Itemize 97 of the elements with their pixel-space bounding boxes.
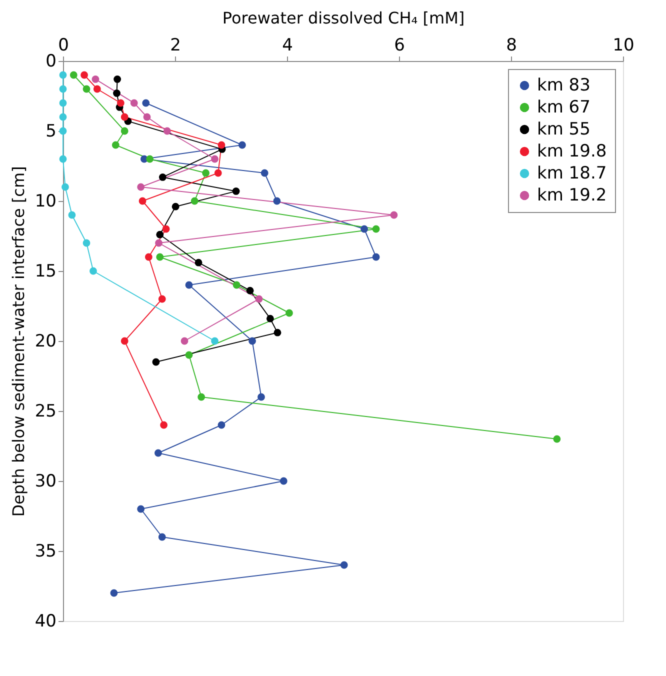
point [82, 239, 90, 247]
point [180, 337, 188, 345]
point [211, 155, 218, 163]
point [158, 174, 166, 181]
point [152, 358, 160, 366]
point [82, 85, 90, 93]
x-tick-label: 6 [394, 36, 405, 56]
point [114, 76, 122, 83]
point [70, 71, 78, 79]
point [172, 202, 180, 210]
point [113, 90, 120, 97]
point [158, 295, 166, 303]
point [59, 71, 67, 79]
point [160, 421, 168, 429]
point [59, 113, 67, 121]
point [110, 589, 118, 597]
point [142, 99, 150, 107]
x-tick-label: 0 [58, 36, 69, 56]
point [137, 183, 145, 191]
legend-label: km 83 [537, 76, 590, 96]
point [80, 71, 88, 79]
y-tick-label: 0 [46, 52, 56, 72]
point [156, 230, 164, 238]
point [120, 127, 128, 135]
point [232, 188, 240, 195]
point [143, 113, 151, 121]
legend-label: km 19.8 [537, 142, 607, 162]
point [155, 239, 162, 247]
point [146, 155, 154, 163]
point [248, 337, 256, 345]
point [255, 295, 263, 303]
point [372, 253, 380, 261]
y-tick-label: 30 [34, 472, 56, 492]
point [112, 141, 120, 149]
point [372, 225, 380, 233]
x-tick-label: 10 [612, 36, 634, 56]
point [198, 393, 206, 401]
point [211, 337, 218, 345]
y-tick-label: 10 [34, 192, 56, 212]
point [137, 505, 145, 513]
legend-label: km 67 [537, 98, 590, 118]
point [190, 197, 198, 205]
point [266, 314, 274, 322]
point [59, 99, 67, 107]
point [274, 328, 282, 336]
point [163, 127, 171, 135]
point [130, 99, 138, 107]
legend-label: km 55 [537, 120, 590, 140]
point [185, 351, 193, 359]
point [218, 421, 226, 429]
x-tick-label: 8 [506, 36, 517, 56]
legend-label: km 18.7 [537, 164, 607, 184]
point [59, 85, 67, 93]
point [116, 99, 124, 107]
point [59, 155, 67, 163]
point [218, 141, 226, 149]
point [280, 477, 288, 485]
point [158, 533, 166, 541]
y-tick-label: 35 [34, 542, 56, 562]
point [92, 76, 100, 83]
point [260, 169, 268, 177]
point [273, 197, 281, 205]
x-tick-label: 4 [282, 36, 293, 56]
point [59, 127, 67, 135]
y-tick-label: 5 [46, 122, 56, 142]
y-tick-label: 20 [34, 332, 56, 352]
point [238, 141, 246, 149]
y-tick-label: 15 [34, 262, 56, 282]
point [340, 561, 348, 569]
point [90, 267, 97, 275]
point [232, 281, 240, 289]
point [214, 169, 222, 177]
point [156, 253, 164, 261]
legend-label: km 19.2 [537, 186, 607, 206]
point [185, 281, 193, 289]
point [138, 197, 146, 205]
point [62, 183, 69, 191]
y-tick-label: 40 [34, 612, 56, 632]
point [553, 435, 561, 443]
x-tick-label: 2 [170, 36, 181, 56]
point [194, 258, 202, 266]
point [162, 225, 170, 233]
point [360, 225, 368, 233]
point [202, 169, 210, 177]
y-tick-label: 25 [34, 402, 56, 422]
point [246, 286, 254, 294]
point [144, 253, 152, 261]
point [120, 113, 128, 121]
point [258, 393, 265, 401]
point [286, 309, 293, 317]
y-axis-title: Depth below sediment-water interface [cm] [8, 166, 28, 517]
point [154, 449, 162, 457]
point [68, 211, 76, 219]
x-axis-title: Porewater dissolved CH₄ [mM] [222, 8, 465, 28]
point [120, 337, 128, 345]
point [390, 211, 398, 219]
point [93, 85, 101, 93]
